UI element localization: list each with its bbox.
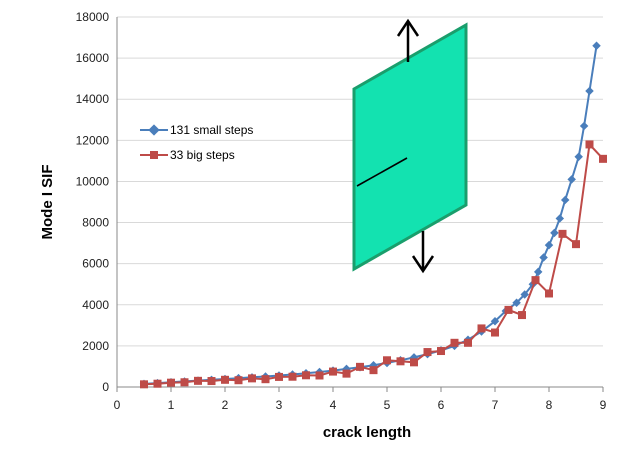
y-axis-title: Mode I SIF xyxy=(39,165,56,240)
y-tick-label: 18000 xyxy=(76,10,110,24)
axes: 0200040006000800010000120001400016000180… xyxy=(76,10,607,412)
data-point xyxy=(369,366,378,375)
data-point xyxy=(599,154,607,163)
y-tick-label: 4000 xyxy=(82,298,109,312)
data-point xyxy=(180,378,189,387)
crack-plate-illustration xyxy=(352,18,468,274)
data-point xyxy=(221,375,229,384)
data-point xyxy=(356,362,364,371)
data-point xyxy=(585,140,594,149)
y-tick-label: 14000 xyxy=(76,92,110,106)
crack-line xyxy=(356,157,408,187)
up-arrow-icon xyxy=(396,18,420,62)
data-point xyxy=(490,316,500,326)
data-point xyxy=(437,347,445,356)
legend-item-small-steps: 131 small steps xyxy=(140,123,253,137)
data-point xyxy=(315,371,324,380)
x-tick-label: 0 xyxy=(114,398,121,412)
plate-shape xyxy=(352,22,468,272)
legend: 131 small steps 33 big steps xyxy=(140,123,253,162)
data-point xyxy=(545,289,553,298)
data-point xyxy=(342,369,351,378)
x-tick-label: 2 xyxy=(222,398,229,412)
data-point xyxy=(288,372,297,381)
data-point xyxy=(504,305,513,314)
y-tick-label: 2000 xyxy=(82,339,109,353)
y-tick-label: 10000 xyxy=(76,174,110,188)
y-tick-label: 8000 xyxy=(82,216,109,230)
data-point xyxy=(140,380,148,389)
series-1 xyxy=(140,140,607,389)
y-tick-label: 0 xyxy=(102,380,109,394)
y-tick-label: 12000 xyxy=(76,133,110,147)
x-axis-title: crack length xyxy=(323,424,411,441)
data-point xyxy=(383,356,391,365)
x-tick-label: 8 xyxy=(546,398,553,412)
x-tick-label: 3 xyxy=(276,398,283,412)
data-point xyxy=(261,375,270,384)
data-point xyxy=(329,367,337,376)
data-point xyxy=(194,376,202,385)
data-point xyxy=(491,328,499,337)
legend-label: 33 big steps xyxy=(170,148,235,162)
data-point xyxy=(207,377,216,386)
x-tick-label: 4 xyxy=(330,398,337,412)
x-tick-label: 5 xyxy=(384,398,391,412)
legend-item-big-steps: 33 big steps xyxy=(140,148,235,162)
data-point xyxy=(520,290,529,299)
data-point xyxy=(572,240,580,249)
x-tick-label: 9 xyxy=(600,398,607,412)
data-point xyxy=(167,378,175,387)
data-point xyxy=(302,371,310,380)
data-point xyxy=(450,338,459,347)
data-point xyxy=(531,276,540,285)
data-point xyxy=(464,338,472,347)
legend-label: 131 small steps xyxy=(170,123,253,137)
data-point xyxy=(423,348,432,357)
x-tick-label: 7 xyxy=(492,398,499,412)
data-point xyxy=(558,229,567,238)
data-point xyxy=(477,324,486,333)
x-tick-label: 1 xyxy=(168,398,175,412)
data-point xyxy=(234,376,243,385)
y-tick-label: 6000 xyxy=(82,257,109,271)
data-point xyxy=(396,357,405,366)
x-tick-label: 6 xyxy=(438,398,445,412)
data-point xyxy=(275,372,283,381)
data-point xyxy=(248,374,256,383)
down-arrow-icon xyxy=(411,231,435,274)
y-tick-label: 16000 xyxy=(76,51,110,65)
data-point xyxy=(518,311,526,320)
data-point xyxy=(533,267,543,277)
data-point xyxy=(153,379,162,388)
data-point xyxy=(512,298,521,307)
data-point xyxy=(410,358,418,367)
